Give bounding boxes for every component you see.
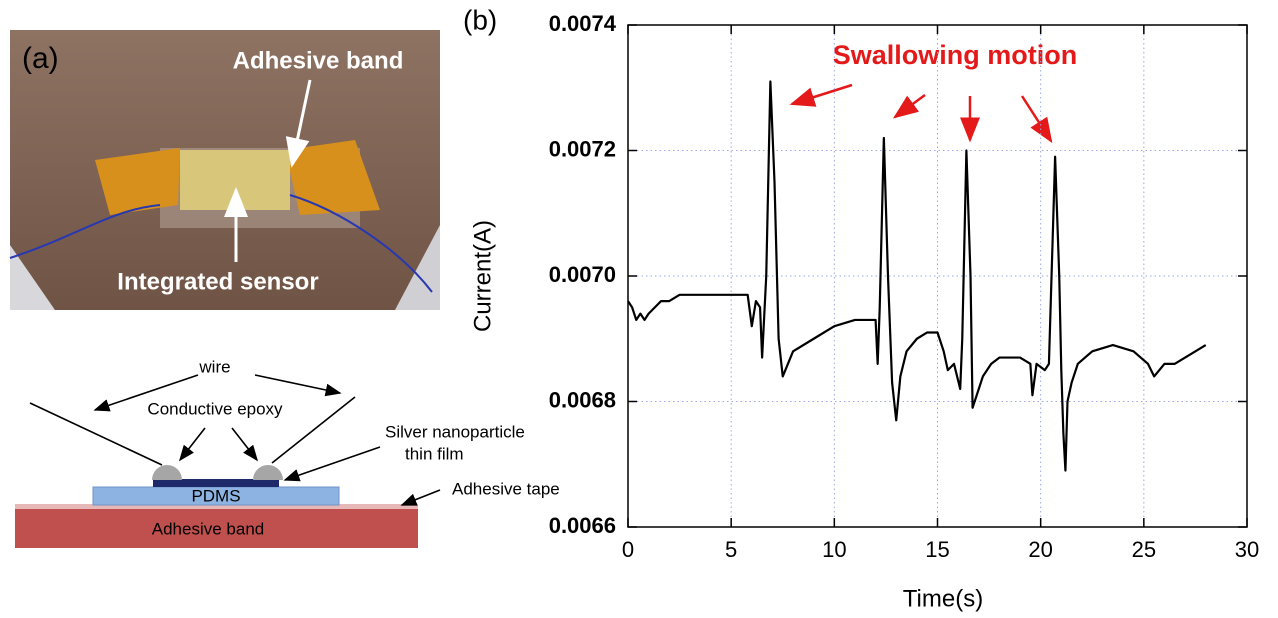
y-tick-label: 0.0066 (549, 513, 616, 538)
y-tick-label: 0.0072 (549, 136, 616, 161)
x-tick-label: 20 (1028, 537, 1052, 562)
diagram: wire Conductive epoxy Silver nanoparticl… (15, 357, 560, 548)
diagram-label: wire (198, 357, 230, 376)
data-line (627, 80, 1207, 472)
y-tick-label: 0.0074 (549, 11, 617, 36)
panel-label: (a) (22, 42, 59, 75)
panel-label: (b) (463, 4, 497, 35)
x-axis-label: Time(s) (903, 585, 983, 612)
x-tick-label: 0 (622, 537, 634, 562)
chart: (b) Swallowing motion Time(s) Current(A)… (463, 4, 1259, 612)
x-tick-label: 10 (822, 537, 846, 562)
x-tick-label: 25 (1132, 537, 1156, 562)
y-tick-label: 0.0070 (549, 262, 616, 287)
photo-label: Adhesive band (233, 47, 404, 74)
x-tick-label: 30 (1235, 537, 1259, 562)
x-tick-label: 15 (925, 537, 949, 562)
plot-frame (627, 24, 1248, 528)
annotation: Swallowing motion (833, 40, 1078, 70)
diagram-label: PDMS (191, 486, 240, 505)
y-axis-label: Current(A) (469, 220, 496, 332)
diagram-label: Silver nanoparticle (385, 422, 525, 441)
diagram-label: Adhesive band (152, 519, 264, 538)
y-tick-label: 0.0068 (549, 387, 616, 412)
annotation-arrows (789, 83, 1053, 144)
x-tick-label: 5 (725, 537, 737, 562)
photo: (a) Adhesive band Integrated sensor (9, 30, 440, 310)
photo-label: Integrated sensor (117, 268, 318, 295)
diagram-label: thin film (405, 444, 464, 463)
diagram-label: Adhesive tape (452, 479, 560, 498)
diagram-label: Conductive epoxy (147, 399, 283, 418)
